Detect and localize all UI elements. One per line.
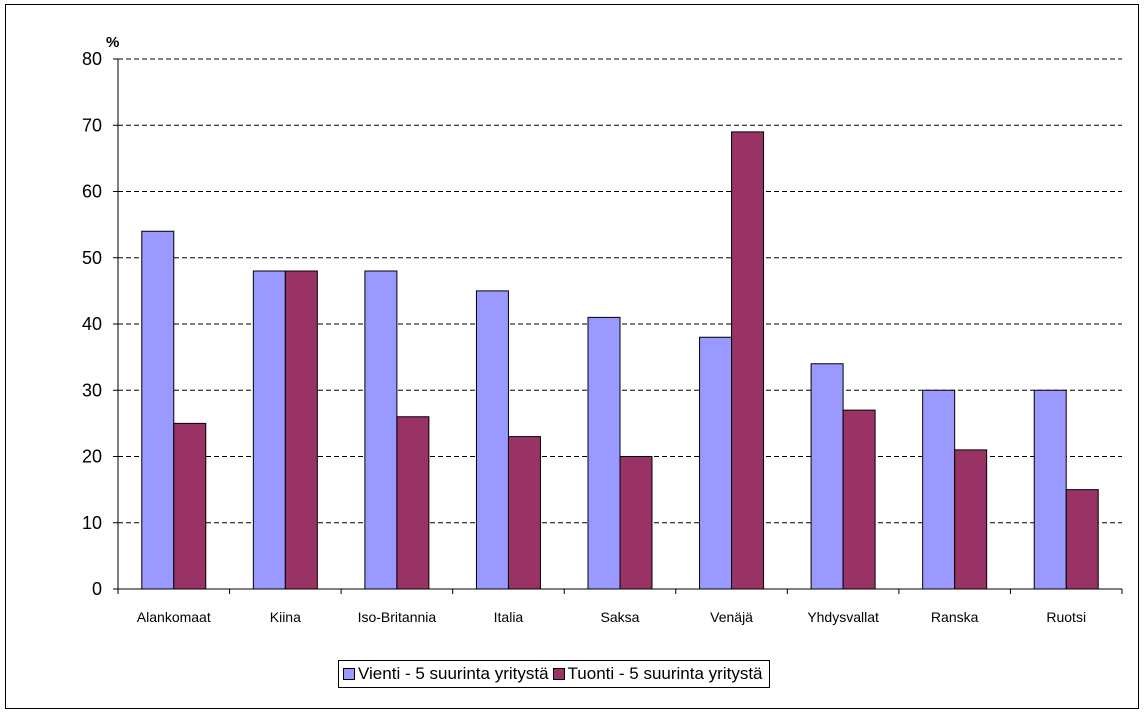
legend-swatch-vienti xyxy=(343,668,355,680)
legend-label-tuonti: Tuonti - 5 suurinta yritystä xyxy=(567,664,763,683)
bar-tuonti-venäjä xyxy=(731,131,765,590)
x-tick-label: Iso-Britannia xyxy=(358,609,437,625)
x-tick-label: Saksa xyxy=(601,609,640,625)
y-unit-label: % xyxy=(106,34,119,51)
legend: Vienti - 5 suurinta yritystä Tuonti - 5 … xyxy=(338,660,770,688)
bar-vienti-iso-britannia xyxy=(364,270,398,590)
bar-tuonti-kiina xyxy=(284,270,318,590)
legend-swatch-tuonti xyxy=(552,668,565,680)
bar-tuonti-ranska xyxy=(954,449,988,590)
bar-vienti-yhdysvallat xyxy=(810,363,844,590)
y-tick-label: 0 xyxy=(92,579,102,599)
y-tick-label: 30 xyxy=(82,380,102,400)
bar-vienti-saksa xyxy=(587,316,621,590)
x-tick-label: Alankomaat xyxy=(137,609,211,625)
bar-vienti-ranska xyxy=(922,389,956,590)
x-tick-label: Italia xyxy=(494,609,524,625)
legend-item-vienti: Vienti - 5 suurinta yritystä xyxy=(343,664,549,684)
bar-tuonti-iso-britannia xyxy=(396,416,430,590)
x-tick-label: Ranska xyxy=(931,609,979,625)
x-tick-label: Yhdysvallat xyxy=(807,609,879,625)
bar-vienti-alankomaat xyxy=(141,230,175,590)
bar-tuonti-yhdysvallat xyxy=(842,409,876,590)
bar-tuonti-saksa xyxy=(619,456,653,590)
y-tick-label: 40 xyxy=(82,314,102,334)
y-tick-label: 50 xyxy=(82,248,102,268)
bar-tuonti-ruotsi xyxy=(1065,489,1099,590)
y-tick-label: 70 xyxy=(82,115,102,135)
bar-vienti-kiina xyxy=(252,270,286,590)
bar-vienti-ruotsi xyxy=(1033,389,1067,590)
legend-item-tuonti: Tuonti - 5 suurinta yritystä xyxy=(552,664,763,684)
bar-vienti-venäjä xyxy=(699,336,733,590)
y-tick-label: 10 xyxy=(82,513,102,533)
y-tick-label: 80 xyxy=(82,49,102,69)
bar-vienti-italia xyxy=(475,290,509,590)
legend-label-vienti: Vienti - 5 suurinta yritystä xyxy=(358,664,549,683)
chart-frame xyxy=(5,4,1139,709)
bar-tuonti-alankomaat xyxy=(173,422,207,590)
x-tick-label: Ruotsi xyxy=(1046,609,1086,625)
x-tick-label: Venäjä xyxy=(710,609,753,625)
y-tick-label: 60 xyxy=(82,182,102,202)
x-tick-label: Kiina xyxy=(270,609,301,625)
bar-tuonti-italia xyxy=(507,436,541,590)
y-tick-label: 20 xyxy=(82,447,102,467)
